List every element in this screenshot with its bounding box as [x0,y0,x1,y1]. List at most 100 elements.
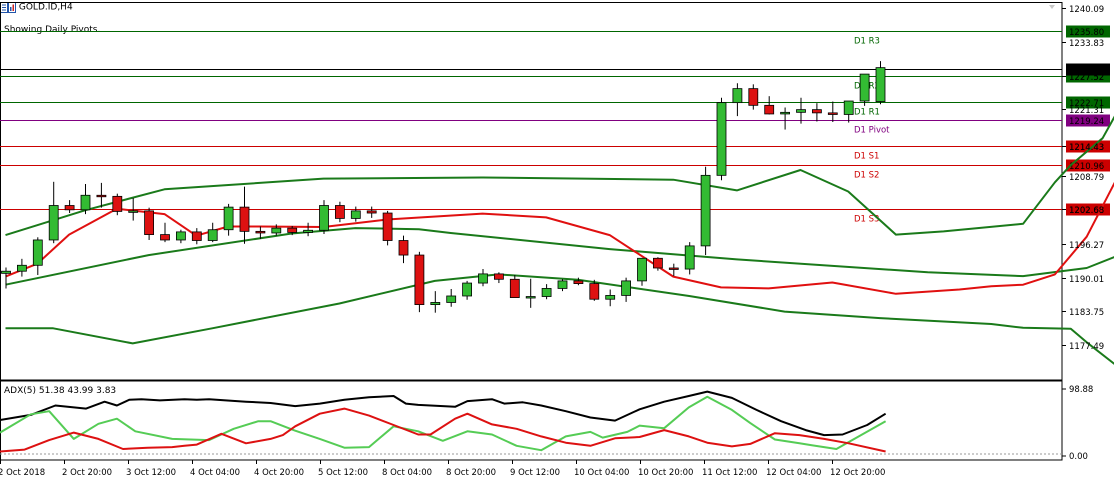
candle [350,206,361,222]
adx-tick-label-bottom: 0.00 [1069,452,1088,462]
time-tick-label: 8 Oct 20:00 [446,468,496,478]
price-tick-label: 1208.79 [1069,173,1104,183]
pivot-price-label-d1-s1: 1214.43 [1069,143,1104,153]
candle-body [191,231,202,241]
pivot-price-label-d1-s2: 1210.96 [1069,162,1104,172]
candle [812,103,822,122]
pivot-price-box-d1-s2 [1066,159,1110,172]
candle-body [112,195,123,212]
pivot-price-label-d1-pivot: 1219.24 [1069,117,1104,127]
candle-body [175,231,186,241]
pivot-price-box-d1-r3 [1066,25,1110,38]
candle-body [287,227,298,233]
candle [621,277,631,302]
candle [160,222,170,243]
candle-body [207,229,218,241]
candle [144,207,155,240]
current-price-box [1066,63,1110,76]
candle [573,277,584,286]
candle [653,257,663,271]
candle-body [716,102,727,176]
candle-body [653,257,663,269]
time-tick-label: 4 Oct 20:00 [254,468,304,478]
candle [716,97,727,181]
candle-body [589,283,600,300]
candle [430,291,441,313]
candle-body [96,194,107,198]
pivot-price-label-d1-r2: 1227.52 [1069,73,1104,83]
candle [668,263,679,277]
time-tick-label: 12 Oct 20:00 [830,468,885,478]
ma-line [5,181,1114,295]
pivot-price-box-d1-r1 [1066,96,1110,109]
candle-body [80,194,91,211]
candle [255,226,266,239]
candle [112,193,123,216]
candle [780,107,790,130]
candle [796,97,806,124]
candle-body [64,205,75,211]
pivot-price-box-d1-pivot [1066,114,1110,127]
pivot-label-d1-s2: D1 S2 [854,171,879,181]
candle [271,224,282,236]
price-axis: 1240.09 1233.83 1227.52 1221.31 1214.43 1208.… [1062,5,1104,462]
price-tick-label: 1190.01 [1069,275,1104,285]
candle [382,210,393,246]
candle [637,257,647,286]
candle [684,242,695,275]
price-tick-label: 1240.09 [1069,5,1104,15]
candle-body [509,278,520,298]
adx-tick-label-top: 98.88 [1069,385,1093,395]
candle-body [796,109,806,113]
pivot-price-label-d1-s3: 1202.68 [1069,206,1104,216]
candle-body [478,273,488,284]
candle [589,279,600,301]
price-tick-label: 1196.27 [1069,241,1104,251]
time-tick-label: 10 Oct 20:00 [638,468,693,478]
candle-body [382,212,393,241]
candle-body [637,257,647,282]
candle-body [334,205,345,219]
time-axis: 2 Oct 2018 2 Oct 20:00 3 Oct 12:00 4 Oct 04… [0,460,885,478]
candle [207,222,218,243]
candle-body [319,205,329,231]
candle-body [303,229,314,233]
candle-body [859,73,870,102]
time-tick-label: 2 Oct 2018 [0,468,45,478]
candle-body [128,210,139,213]
pivot-label-d1-r3: D1 R3 [854,37,880,47]
candle [446,288,457,307]
band-upper-line [5,115,1114,237]
candle [414,251,425,313]
candle-body [430,302,441,305]
candle [366,206,377,218]
candle [478,269,488,287]
candle [80,183,91,215]
time-tick-label: 9 Oct 12:00 [510,468,560,478]
candle-body [271,227,282,234]
candlesticks [1,61,886,313]
price-tick-label: 1183.75 [1069,308,1104,318]
candle [191,228,202,245]
pivot-price-label-d1-r1: 1222.71 [1069,99,1104,109]
candle-body [684,245,695,270]
chart-shift-marker-icon[interactable] [1049,5,1055,9]
candle [509,274,520,298]
chart-symbol-title: GOLD.ID,H4 [18,2,73,13]
candle [700,166,711,256]
candle [128,197,139,221]
chart-frame [0,2,1063,461]
candle [398,235,409,264]
candle [64,200,75,214]
pivot-label-d1-s3: D1 S3 [854,215,879,225]
candle [525,278,536,308]
adx-main-line [0,390,887,437]
candle [462,280,473,300]
candle [859,73,870,106]
price-tick-label: 1227.52 [1069,73,1104,83]
candle-body [398,240,409,256]
candle [605,289,616,307]
candle-body [573,280,584,284]
candle [827,101,838,123]
